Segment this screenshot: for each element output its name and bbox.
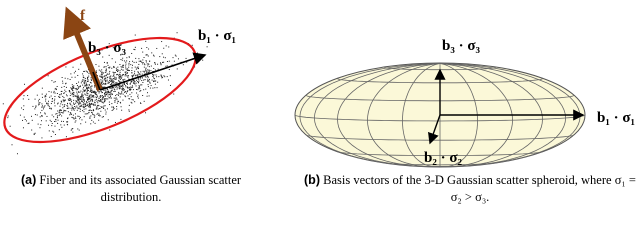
- caption-text: Fiber and its associated Gaussian scatte…: [39, 173, 242, 204]
- b1-arrow: [99, 52, 207, 91]
- page: f b₃ · σ₃ b₁ · σ₁ b₃ · σ₃ b₁ · σ₁ b₂ · σ…: [0, 6, 640, 206]
- caption-label: (b): [304, 173, 320, 187]
- b3-label: b₃ · σ₃: [88, 40, 127, 56]
- figure: f b₃ · σ₃ b₁ · σ₁ b₃ · σ₃ b₁ · σ₁ b₂ · σ…: [2, 6, 635, 168]
- caption-a: (a) Fiber and its associated Gaussian sc…: [0, 172, 262, 206]
- b1-label: b₁ · σ₁: [198, 28, 236, 44]
- fiber-label: f: [80, 8, 86, 24]
- b2-label: b₂ · σ₂: [424, 150, 463, 166]
- b2-arrow: [428, 114, 441, 145]
- caption-label: (a): [20, 173, 37, 187]
- caption-b: (b) Basis vectors of the 3-D Gaussian sc…: [300, 172, 640, 206]
- caption-text: Basis vectors of the 3-D Gaussian scatte…: [323, 173, 636, 204]
- scatter-cloud: [2, 32, 208, 155]
- b3-arrow: [92, 71, 101, 91]
- b1-label: b₁ · σ₁: [597, 110, 635, 126]
- b3-label: b₃ · σ₃: [442, 38, 481, 54]
